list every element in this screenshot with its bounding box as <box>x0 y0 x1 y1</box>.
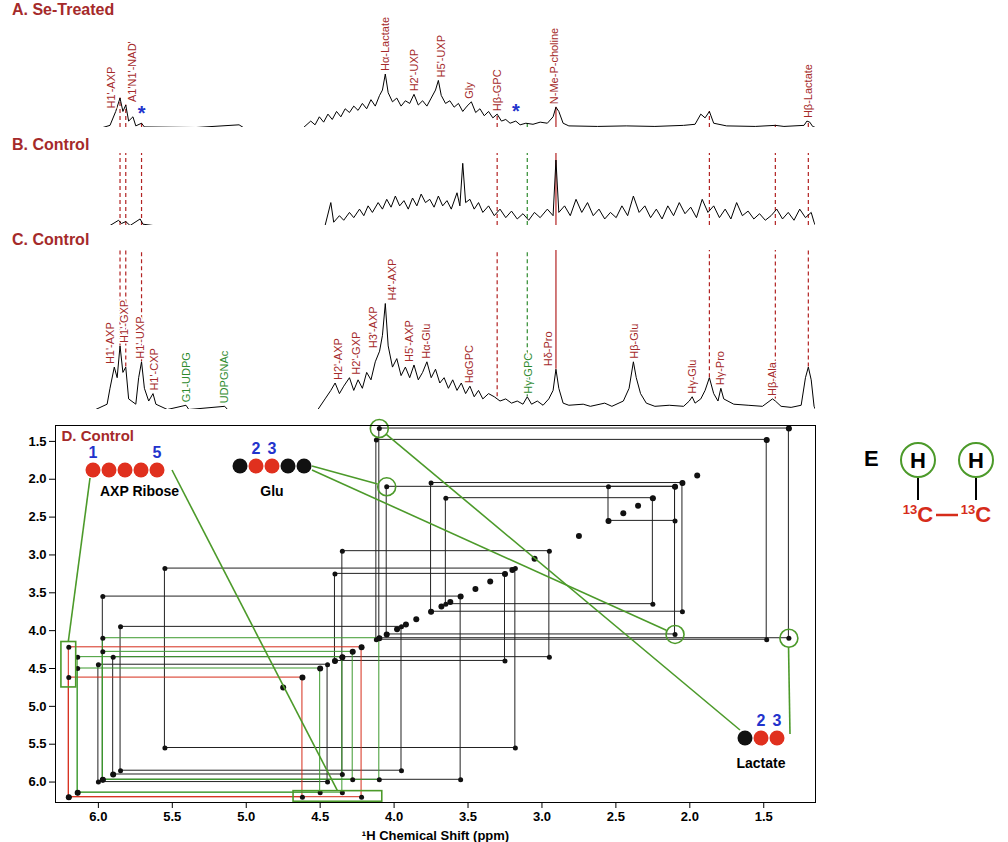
svg-text:*: * <box>138 102 146 124</box>
svg-text:3: 3 <box>268 440 277 457</box>
svg-text:Glu: Glu <box>260 483 283 499</box>
svg-text:Hβ-Lactate: Hβ-Lactate <box>802 64 814 118</box>
svg-text:G1-UDPG: G1-UDPG <box>180 352 192 402</box>
svg-text:H2'-AXP: H2'-AXP <box>332 338 344 380</box>
svg-text:HαGPC: HαGPC <box>463 345 475 383</box>
svg-text:Gly: Gly <box>463 82 475 99</box>
svg-text:13C: 13C <box>903 502 933 527</box>
svg-text:5.0: 5.0 <box>237 809 255 824</box>
svg-text:2: 2 <box>757 712 766 729</box>
svg-text:H1'-GXP: H1'-GXP <box>118 300 130 343</box>
svg-text:Hβ-Ala: Hβ-Ala <box>766 361 778 396</box>
svg-text:3.5: 3.5 <box>28 585 46 600</box>
svg-text:H2'-UXP: H2'-UXP <box>408 49 420 91</box>
html-text:A. Se-Treated: A. Se-Treated <box>12 1 115 18</box>
svg-text:2: 2 <box>252 440 261 457</box>
svg-text:2.5: 2.5 <box>28 509 46 524</box>
svg-text:H2'-GXP: H2'-GXP <box>350 332 362 375</box>
svg-text:5.5: 5.5 <box>28 736 46 751</box>
html-text:B. Control: B. Control <box>12 136 90 153</box>
svg-text:H: H <box>968 448 984 473</box>
svg-text:3.5: 3.5 <box>459 809 477 824</box>
svg-text:3: 3 <box>773 712 782 729</box>
svg-text:H: H <box>910 448 926 473</box>
svg-text:H5'-AXP: H5'-AXP <box>403 320 415 362</box>
svg-text:4.5: 4.5 <box>311 809 329 824</box>
svg-text:2.0: 2.0 <box>28 471 46 486</box>
svg-text:A1'N1'-NAD': A1'N1'-NAD' <box>126 41 138 102</box>
svg-text:E: E <box>864 446 879 471</box>
svg-text:UDPGNAc: UDPGNAc <box>218 350 230 403</box>
svg-text:2.5: 2.5 <box>607 809 625 824</box>
svg-text:Hα-Glu: Hα-Glu <box>420 324 432 359</box>
svg-text:1: 1 <box>89 444 98 461</box>
svg-text:H1'-CXP: H1'-CXP <box>148 348 160 390</box>
svg-text:Hβ-GPC: Hβ-GPC <box>491 69 503 111</box>
svg-text:1.5: 1.5 <box>28 434 46 449</box>
svg-text:H4'-AXP: H4'-AXP <box>386 259 398 301</box>
svg-text:AXP Ribose: AXP Ribose <box>100 483 179 499</box>
svg-text:H1'-AXP: H1'-AXP <box>105 67 117 109</box>
svg-text:Hδ-Pro: Hδ-Pro <box>542 331 554 366</box>
svg-text:H5'-UXP: H5'-UXP <box>435 35 447 77</box>
svg-text:6.0: 6.0 <box>28 774 46 789</box>
svg-text:13C: 13C <box>961 502 991 527</box>
svg-text:H1'-UXP: H1'-UXP <box>134 316 146 358</box>
svg-text:*: * <box>512 100 520 122</box>
svg-text:H1'-AXP: H1'-AXP <box>104 322 116 364</box>
svg-text:N-Me-P-choline: N-Me-P-choline <box>548 28 560 104</box>
svg-text:4.0: 4.0 <box>28 623 46 638</box>
svg-text:6.0: 6.0 <box>89 809 107 824</box>
svg-text:Hγ-Glu: Hγ-Glu <box>686 360 698 394</box>
svg-text:4.5: 4.5 <box>28 661 46 676</box>
svg-text:Hα-Lactate: Hα-Lactate <box>379 17 391 71</box>
svg-text:Hγ-Pro: Hγ-Pro <box>714 351 726 385</box>
svg-text:3.0: 3.0 <box>533 809 551 824</box>
svg-text:2.0: 2.0 <box>681 809 699 824</box>
svg-text:Lactate: Lactate <box>736 755 785 771</box>
svg-text:H3'-AXP: H3'-AXP <box>367 306 379 348</box>
svg-text:Hβ-Glu: Hβ-Glu <box>628 324 640 359</box>
svg-text:5.0: 5.0 <box>28 699 46 714</box>
svg-text:5: 5 <box>153 444 162 461</box>
svg-text:4.0: 4.0 <box>385 809 403 824</box>
svg-text:1.5: 1.5 <box>755 809 773 824</box>
svg-text:3.0: 3.0 <box>28 547 46 562</box>
svg-text:¹H Chemical Shift (ppm): ¹H Chemical Shift (ppm) <box>362 828 509 842</box>
svg-text:5.5: 5.5 <box>163 809 181 824</box>
svg-text:Hγ-GPC: Hγ-GPC <box>522 353 534 394</box>
html-text:C. Control: C. Control <box>12 231 90 248</box>
svg-text:D. Control: D. Control <box>62 427 135 444</box>
